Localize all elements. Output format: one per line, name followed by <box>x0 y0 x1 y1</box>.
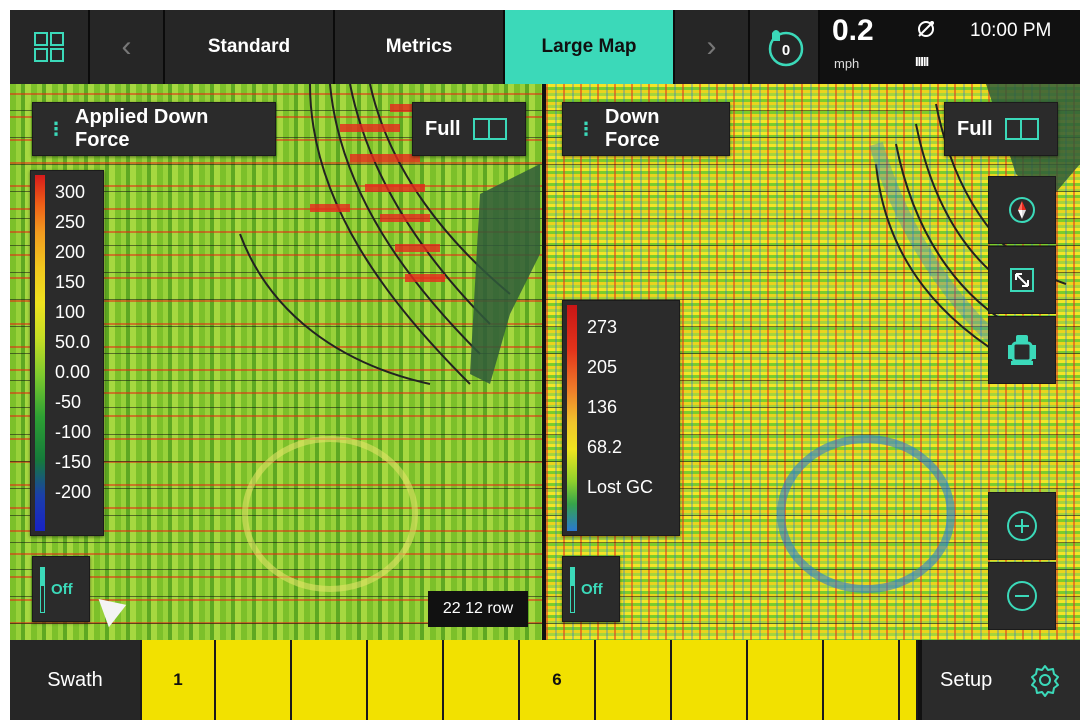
menu-icon: ⋮ <box>47 118 65 139</box>
right-full-label: Full <box>957 117 993 140</box>
top-bar: ‹ Standard Metrics Large Map › 0 0.2 mph… <box>10 10 1080 84</box>
left-full-label: Full <box>425 117 461 140</box>
grid-icon <box>34 32 64 62</box>
satellite-icon <box>915 18 937 46</box>
zoom-out-icon <box>1007 581 1037 611</box>
legend-value: 205 <box>587 357 618 377</box>
legend-color-bar <box>567 305 577 531</box>
section-2[interactable] <box>216 640 292 720</box>
right-legend: 273 205 136 68.2 Lost GC <box>562 300 680 536</box>
bell-icon: 0 <box>768 30 804 67</box>
tractor-position-icon <box>98 590 132 628</box>
left-layer-selector[interactable]: ⋮ Applied Down Force <box>32 102 276 156</box>
legend-value: 150 <box>55 272 86 292</box>
section-6[interactable]: 6 <box>520 640 596 720</box>
alert-count: 0 <box>782 42 790 59</box>
legend-value: 273 <box>587 317 618 337</box>
legend-value: 0.00 <box>55 362 91 382</box>
app-frame: ‹ Standard Metrics Large Map › 0 0.2 mph… <box>10 10 1080 720</box>
left-toggle-label: Off <box>51 581 73 598</box>
split-view-icon <box>472 118 507 140</box>
gear-icon <box>1031 665 1059 697</box>
bottom-bar: Swath 1 6 Setup <box>10 640 1080 720</box>
tractor-icon <box>1008 335 1036 365</box>
compass-icon <box>1009 197 1035 223</box>
tab-metrics[interactable]: Metrics <box>335 10 505 84</box>
legend-value: 250 <box>55 212 86 232</box>
toggle-switch-icon <box>570 567 575 613</box>
next-tab-button[interactable]: › <box>675 10 750 84</box>
previous-tab-button[interactable]: ‹ <box>90 10 165 84</box>
app-menu-button[interactable] <box>10 10 90 84</box>
legend-value: 200 <box>55 242 86 262</box>
right-full-button[interactable]: Full <box>944 102 1058 156</box>
legend-value: Lost GC <box>587 477 654 497</box>
speed-value: 0.2 <box>832 14 874 47</box>
right-toggle-label: Off <box>581 581 603 598</box>
tab-large-map[interactable]: Large Map <box>505 10 675 84</box>
section-control: 1 6 <box>140 640 918 720</box>
legend-value: -200 <box>55 482 92 502</box>
zoom-in-button[interactable] <box>988 492 1056 560</box>
right-overlay-toggle[interactable]: Off <box>562 556 620 622</box>
map-divider <box>542 84 546 640</box>
chevron-left-icon: ‹ <box>121 30 132 63</box>
legend-value: -100 <box>55 422 92 442</box>
expand-icon <box>1010 268 1034 292</box>
left-full-button[interactable]: Full <box>412 102 526 156</box>
vehicle-view-button[interactable] <box>988 316 1056 384</box>
legend-value: -50 <box>55 392 82 412</box>
chevron-right-icon: › <box>706 30 717 63</box>
left-map[interactable]: ⋮ Applied Down Force Full 300 250 200 15… <box>10 84 542 640</box>
legend-value: 50.0 <box>55 332 91 352</box>
right-layer-title: Down Force <box>605 106 660 151</box>
swath-button[interactable]: Swath <box>10 640 140 720</box>
setup-button[interactable]: Setup <box>922 640 1080 720</box>
legend-value: -150 <box>55 452 92 472</box>
right-map[interactable]: ⋮ Down Force Full 273 205 136 68.2 Lost … <box>546 84 1080 640</box>
toggle-switch-icon <box>40 567 45 613</box>
left-overlay-toggle[interactable]: Off <box>32 556 90 622</box>
legend-value: 136 <box>587 397 618 417</box>
legend-color-bar <box>35 175 45 531</box>
clock: 10:00 PM <box>970 20 1052 41</box>
section-4[interactable] <box>368 640 444 720</box>
setup-label: Setup <box>940 668 993 691</box>
section-8[interactable] <box>672 640 748 720</box>
extent-button[interactable] <box>988 246 1056 314</box>
alerts-button[interactable]: 0 <box>750 10 820 84</box>
split-view-icon <box>1004 118 1039 140</box>
compass-button[interactable] <box>988 176 1056 244</box>
section-5[interactable] <box>444 640 520 720</box>
section-7[interactable] <box>596 640 672 720</box>
right-layer-selector[interactable]: ⋮ Down Force <box>562 102 730 156</box>
menu-icon: ⋮ <box>577 118 595 139</box>
section-11[interactable] <box>900 640 918 720</box>
zoom-in-icon <box>1007 511 1037 541</box>
left-legend: 300 250 200 150 100 50.0 0.00 -50 -100 -… <box>30 170 104 536</box>
tab-standard[interactable]: Standard <box>165 10 335 84</box>
section-1[interactable]: 1 <box>140 640 216 720</box>
zoom-out-button[interactable] <box>988 562 1056 630</box>
legend-value: 68.2 <box>587 437 623 457</box>
left-layer-title: Applied Down Force <box>75 106 209 151</box>
signal-strength: IIIII <box>915 54 929 69</box>
legend-value: 100 <box>55 302 86 322</box>
speed-unit: mph <box>834 56 860 71</box>
legend-value: 300 <box>55 182 86 202</box>
status-area: 0.2 mph IIIII 10:00 PM <box>820 10 1080 84</box>
section-3[interactable] <box>292 640 368 720</box>
row-config-label: 22 12 row <box>428 591 528 627</box>
section-9[interactable] <box>748 640 824 720</box>
section-10[interactable] <box>824 640 900 720</box>
